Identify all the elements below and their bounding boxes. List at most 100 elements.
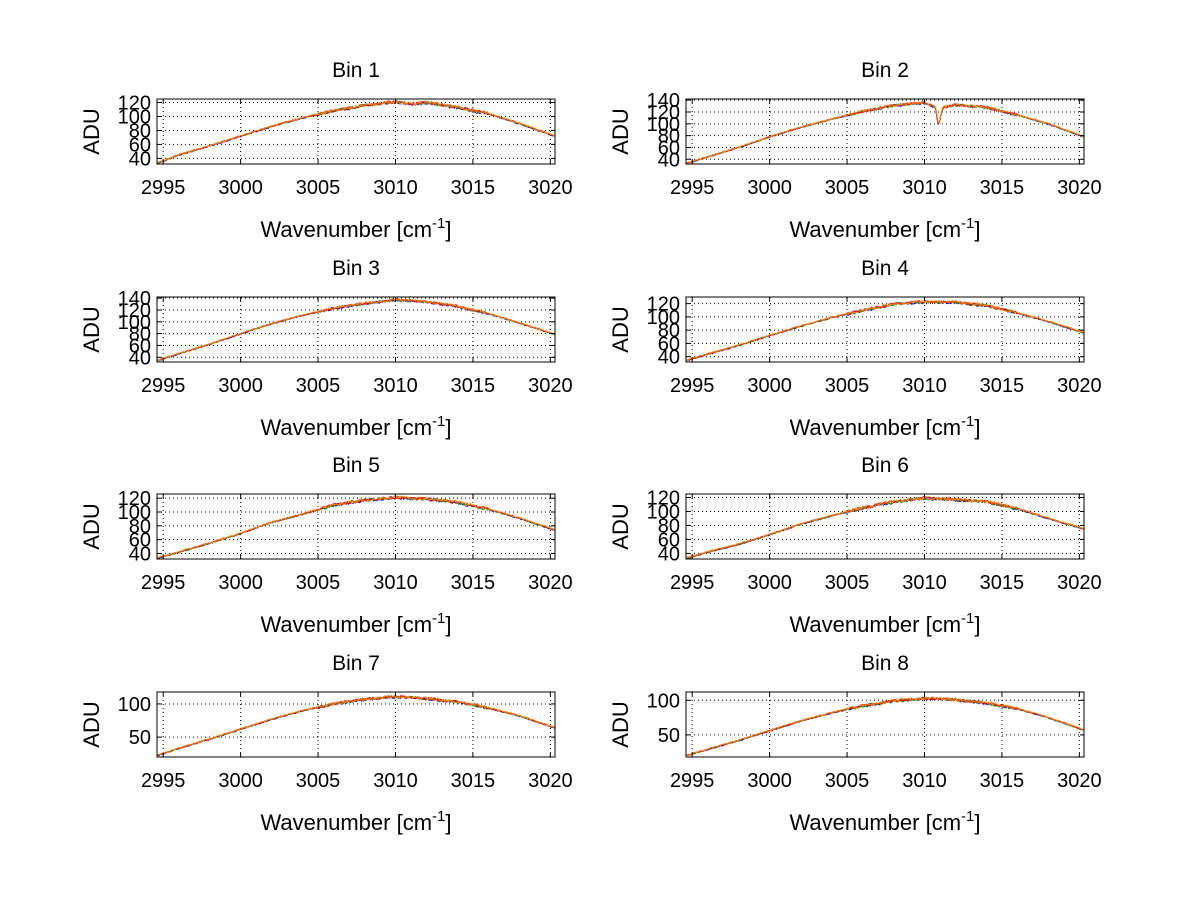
axes-frame (156, 493, 556, 560)
x-tick-label: 3000 (218, 572, 263, 594)
series-line-4 (156, 495, 556, 559)
y-axis-label: ADU (79, 306, 104, 352)
y-axis-label: ADU (608, 108, 633, 154)
x-tick-label: 3020 (1057, 572, 1102, 594)
x-axis-label: Wavenumber [cm-1] (789, 413, 980, 440)
y-tick-label: 120 (118, 92, 151, 114)
x-axis-label-suffix: ] (445, 810, 451, 835)
y-tick-label: 100 (118, 106, 151, 128)
x-tick-label: 2995 (670, 177, 715, 199)
y-tick-label: 80 (129, 324, 151, 346)
x-tick-label: 3010 (373, 177, 418, 199)
series-line-4 (685, 696, 1084, 756)
x-axis-label-superscript: -1 (961, 215, 974, 232)
x-tick-label: 3015 (451, 770, 496, 792)
y-tick-label: 60 (129, 530, 151, 552)
y-tick-label: 120 (118, 300, 151, 322)
y-tick-label: 120 (647, 294, 680, 316)
panel-bin-2: Bin 2 2995 3000 3005 3010 3015 3020 40608010012… (608, 59, 1102, 242)
y-tick-label: 80 (658, 320, 680, 342)
x-axis-label-main: Wavenumber [cm (789, 810, 961, 835)
x-axis-label: Wavenumber [cm-1] (260, 610, 451, 637)
x-tick-label: 3015 (980, 177, 1025, 199)
x-axis-label-superscript: -1 (432, 808, 445, 825)
axes-frame (685, 691, 1085, 758)
x-tick-label: 3010 (373, 375, 418, 397)
x-tick-label: 3020 (1057, 177, 1102, 199)
x-axis-label-suffix: ] (445, 415, 451, 440)
panel-title: Bin 7 (332, 652, 380, 675)
x-axis-label: Wavenumber [cm-1] (260, 413, 451, 440)
x-axis-label-main: Wavenumber [cm (260, 810, 432, 835)
x-axis-label-superscript: -1 (432, 413, 445, 430)
y-tick-label: 140 (118, 288, 151, 310)
y-tick-label: 40 (129, 148, 151, 170)
series-line-4 (685, 299, 1085, 361)
x-axis-label: Wavenumber [cm-1] (260, 215, 451, 242)
y-tick-label: 120 (647, 102, 680, 124)
y-tick-label: 60 (658, 529, 680, 551)
x-tick-label: 3010 (373, 770, 418, 792)
x-axis-label-suffix: ] (974, 612, 980, 637)
x-tick-label: 3020 (528, 770, 573, 792)
panel-bin-8: Bin 8 2995 3000 3005 3010 3015 3020 50 100 Wavenu… (608, 652, 1102, 835)
axes-frame (156, 98, 556, 165)
x-tick-label: 3010 (373, 572, 418, 594)
y-tick-label: 60 (129, 134, 151, 156)
x-tick-label: 3005 (825, 770, 870, 792)
x-tick-label: 2995 (670, 572, 715, 594)
y-tick-label: 100 (647, 690, 680, 712)
x-tick-label: 3015 (451, 572, 496, 594)
panel-bin-1: Bin 1 2995 3000 3005 3010 3015 3020 40608010012… (79, 59, 573, 242)
y-tick-label: 120 (118, 488, 151, 510)
x-tick-label: 3000 (747, 572, 792, 594)
x-tick-label: 3005 (825, 572, 870, 594)
x-axis-label-suffix: ] (974, 415, 980, 440)
panel-bin-3: Bin 3 2995 3000 3005 3010 3015 3020 40608010012… (79, 257, 573, 440)
y-tick-label: 80 (658, 515, 680, 537)
axes-frame (685, 98, 1085, 165)
x-tick-label: 3005 (825, 177, 870, 199)
x-tick-label: 3020 (1057, 375, 1102, 397)
x-tick-label: 3010 (902, 770, 947, 792)
y-axis-label: ADU (608, 306, 633, 352)
y-tick-label: 40 (129, 347, 151, 369)
y-tick-label: 80 (129, 516, 151, 538)
y-tick-label: 140 (647, 90, 680, 112)
y-tick-label: 120 (647, 487, 680, 509)
y-axis-label: ADU (608, 701, 633, 747)
x-tick-label: 3010 (902, 572, 947, 594)
x-tick-label: 3010 (902, 375, 947, 397)
x-axis-label-superscript: -1 (961, 610, 974, 627)
y-axis-label: ADU (608, 503, 633, 549)
y-axis-label: ADU (79, 701, 104, 747)
x-tick-label: 2995 (670, 770, 715, 792)
panel-bin-7: Bin 7 2995 3000 3005 3010 3015 3020 50 100 Wavenu… (79, 652, 573, 835)
y-axis-label: ADU (79, 108, 104, 154)
x-tick-label: 3000 (747, 177, 792, 199)
x-tick-label: 3000 (218, 177, 263, 199)
x-tick-label: 3015 (980, 375, 1025, 397)
x-tick-label: 3015 (451, 177, 496, 199)
x-axis-label-suffix: ] (974, 810, 980, 835)
y-tick-label: 50 (658, 725, 680, 747)
x-tick-label: 3015 (980, 572, 1025, 594)
y-tick-label: 60 (129, 335, 151, 357)
panel-bin-4: Bin 4 2995 3000 3005 3010 3015 3020 40608010012… (608, 257, 1102, 440)
y-axis-label: ADU (79, 503, 104, 549)
panel-bin-6: Bin 6 2995 3000 3005 3010 3015 3020 40608010012… (608, 454, 1102, 637)
x-tick-label: 3005 (296, 770, 341, 792)
x-axis-label-main: Wavenumber [cm (789, 415, 961, 440)
x-tick-label: 3005 (296, 375, 341, 397)
x-axis-label-main: Wavenumber [cm (260, 415, 432, 440)
x-tick-label: 2995 (141, 375, 186, 397)
x-tick-label: 3015 (980, 770, 1025, 792)
x-tick-label: 3020 (528, 177, 573, 199)
y-tick-label: 40 (129, 543, 151, 565)
y-tick-label: 60 (658, 137, 680, 159)
series-line-4 (685, 496, 1085, 559)
y-tick-label: 60 (658, 333, 680, 355)
x-axis-label-main: Wavenumber [cm (789, 217, 961, 242)
